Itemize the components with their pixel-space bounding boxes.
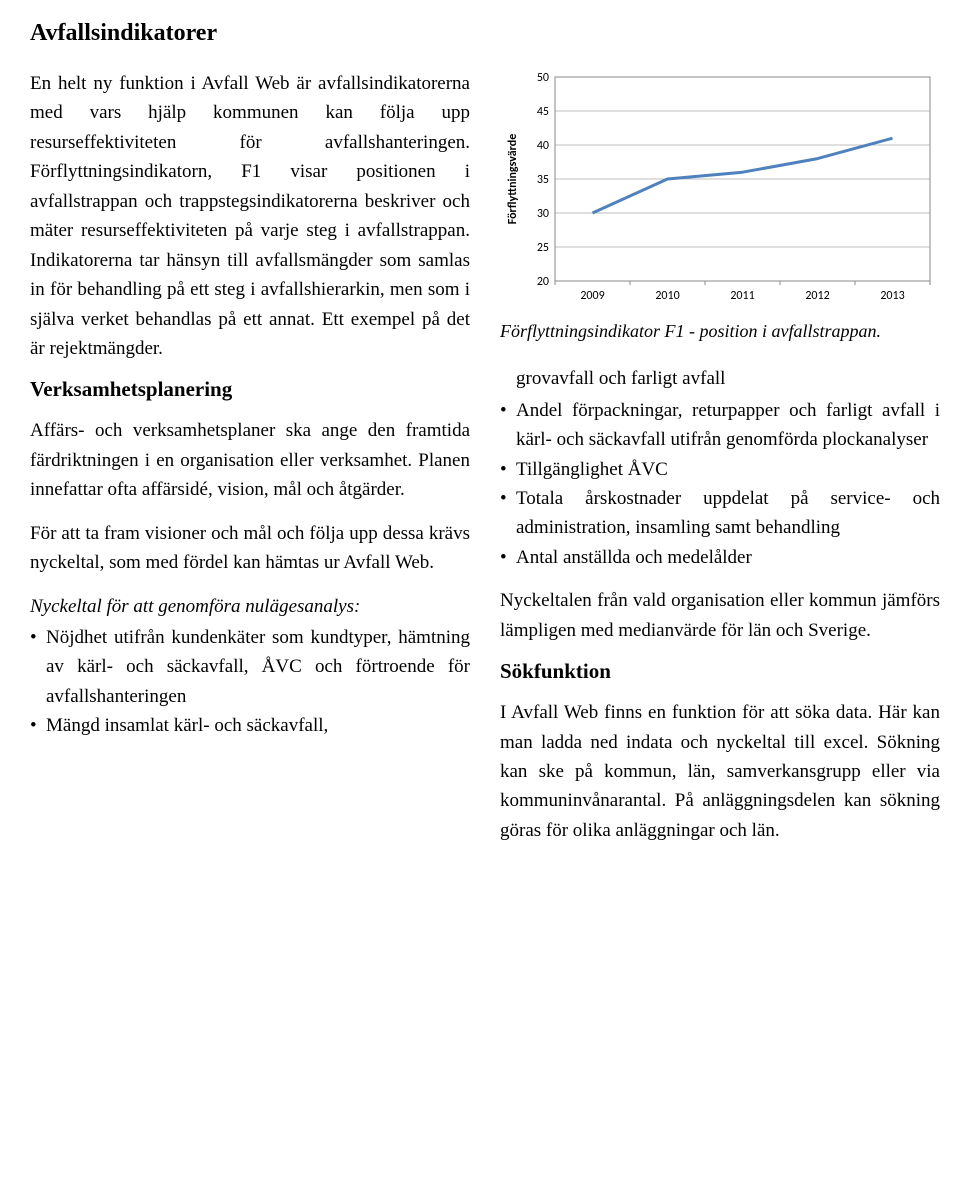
list-item: Totala årskostnader uppdelat på service-… xyxy=(500,484,940,543)
heading-sokfunktion: Sökfunktion xyxy=(500,659,940,684)
svg-text:50: 50 xyxy=(537,71,549,85)
svg-text:2009: 2009 xyxy=(580,289,604,303)
heading-verksamhetsplanering: Verksamhetsplanering xyxy=(30,377,470,402)
svg-text:2012: 2012 xyxy=(805,289,829,303)
svg-text:35: 35 xyxy=(537,173,549,187)
paragraph-verksam-2: För att ta fram visioner och mål och föl… xyxy=(30,519,470,578)
chart-caption: Förflyttningsindikator F1 - position i a… xyxy=(500,319,940,344)
nyckeltal-intro: Nyckeltal för att genomföra nulägesanaly… xyxy=(30,592,470,621)
bullet-list-left: Nöjdhet utifrån kundenkäter som kundtype… xyxy=(30,623,470,741)
paragraph-intro: En helt ny funktion i Avfall Web är avfa… xyxy=(30,69,470,363)
bullet-list-right: Andel förpackningar, returpapper och far… xyxy=(500,396,940,573)
bullet-continuation: grovavfall och farligt avfall xyxy=(500,364,940,393)
two-column-layout: En helt ny funktion i Avfall Web är avfa… xyxy=(30,69,930,845)
list-item: Andel förpackningar, returpapper och far… xyxy=(500,396,940,455)
svg-text:40: 40 xyxy=(537,139,549,153)
list-item: Nöjdhet utifrån kundenkäter som kundtype… xyxy=(30,623,470,711)
svg-text:30: 30 xyxy=(537,207,549,221)
list-item: Mängd insamlat kärl- och säckavfall, xyxy=(30,711,470,740)
paragraph-sok: I Avfall Web finns en funktion för att s… xyxy=(500,698,940,845)
line-chart: 20 25 30 35 40 45 50 2009 2010 2011 2012 2013 Förfly… xyxy=(500,69,940,309)
right-column: 20 25 30 35 40 45 50 2009 2010 2011 2012 2013 Förfly… xyxy=(500,69,940,845)
left-column: En helt ny funktion i Avfall Web är avfa… xyxy=(30,69,470,845)
svg-text:25: 25 xyxy=(537,241,549,255)
page-title: Avfallsindikatorer xyxy=(30,20,930,47)
chart-svg: 20 25 30 35 40 45 50 2009 2010 2011 2012 2013 Förfly… xyxy=(500,69,940,309)
paragraph-nyckeltal-compare: Nyckeltalen från vald organisation eller… xyxy=(500,586,940,645)
svg-text:2010: 2010 xyxy=(655,289,679,303)
svg-text:2013: 2013 xyxy=(880,289,904,303)
svg-text:Förflyttningsvärde: Förflyttningsvärde xyxy=(506,134,520,225)
paragraph-verksam-1: Affärs- och verksamhetsplaner ska ange d… xyxy=(30,416,470,504)
list-item: Antal anställda och medelålder xyxy=(500,543,940,572)
svg-text:2011: 2011 xyxy=(730,289,754,303)
list-item: Tillgänglighet ÅVC xyxy=(500,455,940,484)
svg-text:45: 45 xyxy=(537,105,549,119)
svg-text:20: 20 xyxy=(537,275,549,289)
